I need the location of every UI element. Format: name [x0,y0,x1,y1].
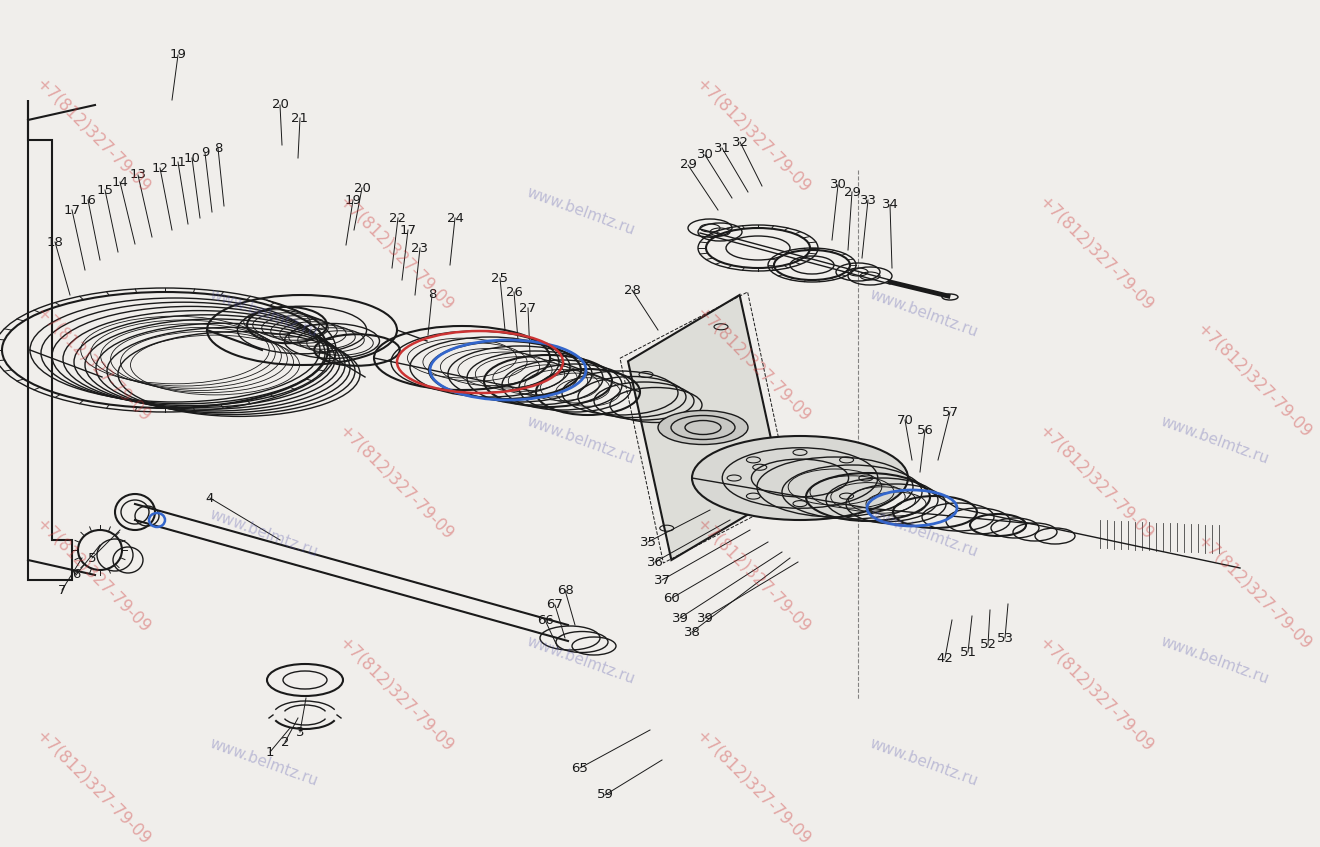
Text: 3: 3 [296,726,304,739]
Text: www.belmtz.ru: www.belmtz.ru [867,507,981,560]
Text: +7(812)327-79-09: +7(812)327-79-09 [692,515,813,637]
Text: www.belmtz.ru: www.belmtz.ru [207,507,321,560]
Text: 23: 23 [412,241,429,254]
Text: 24: 24 [446,212,463,224]
Text: 15: 15 [96,184,114,197]
Text: 38: 38 [684,625,701,639]
Text: www.belmtz.ru: www.belmtz.ru [524,414,638,467]
Text: www.belmtz.ru: www.belmtz.ru [524,634,638,687]
Text: 57: 57 [941,406,958,418]
Text: 56: 56 [916,424,933,436]
Text: 10: 10 [183,152,201,164]
Text: 13: 13 [129,169,147,181]
Text: +7(812)327-79-09: +7(812)327-79-09 [32,303,153,425]
Text: 20: 20 [272,98,289,112]
Text: 32: 32 [731,136,748,148]
Text: www.belmtz.ru: www.belmtz.ru [207,736,321,789]
Text: 7: 7 [58,584,66,596]
Text: 14: 14 [112,175,128,189]
Text: 60: 60 [664,591,680,605]
Text: www.belmtz.ru: www.belmtz.ru [207,287,321,340]
Text: 6: 6 [71,568,81,582]
Text: 25: 25 [491,272,508,285]
Text: www.belmtz.ru: www.belmtz.ru [524,185,638,238]
Text: +7(812)327-79-09: +7(812)327-79-09 [692,75,813,197]
Text: 68: 68 [557,584,573,596]
Text: 65: 65 [572,761,589,774]
Ellipse shape [692,436,908,520]
Text: +7(812)327-79-09: +7(812)327-79-09 [1035,422,1156,544]
Text: 22: 22 [389,212,407,224]
Text: 29: 29 [680,158,697,171]
Text: +7(812)327-79-09: +7(812)327-79-09 [1193,320,1315,442]
Text: 36: 36 [647,556,664,568]
Text: 17: 17 [63,203,81,217]
Text: 9: 9 [201,147,209,159]
Text: 16: 16 [79,193,96,207]
Text: 8: 8 [428,289,436,302]
Ellipse shape [657,411,748,445]
Text: 42: 42 [937,651,953,665]
Text: 27: 27 [520,302,536,314]
Text: www.belmtz.ru: www.belmtz.ru [1158,414,1271,467]
Text: 53: 53 [997,632,1014,645]
Text: 31: 31 [714,141,730,154]
Text: +7(812)327-79-09: +7(812)327-79-09 [1193,532,1315,654]
Text: 28: 28 [623,284,640,296]
Text: +7(812)327-79-09: +7(812)327-79-09 [335,422,457,544]
Text: 19: 19 [345,193,362,207]
Text: www.belmtz.ru: www.belmtz.ru [1158,634,1271,687]
Text: 20: 20 [354,181,371,195]
Text: 4: 4 [206,491,214,505]
Text: 59: 59 [597,789,614,801]
Text: 67: 67 [546,599,564,612]
Text: 11: 11 [169,156,186,169]
Text: +7(812)327-79-09: +7(812)327-79-09 [32,727,153,847]
Text: 5: 5 [87,551,96,564]
Text: +7(812)327-79-09: +7(812)327-79-09 [1035,634,1156,756]
Text: 12: 12 [152,162,169,174]
Text: +7(812)327-79-09: +7(812)327-79-09 [1035,193,1156,315]
Text: 34: 34 [882,198,899,212]
Text: 21: 21 [292,112,309,125]
Text: 2: 2 [281,735,289,749]
Text: 33: 33 [859,193,876,207]
Text: www.belmtz.ru: www.belmtz.ru [867,287,981,340]
Text: 29: 29 [843,185,861,198]
Text: +7(812)327-79-09: +7(812)327-79-09 [335,634,457,756]
Text: 19: 19 [169,48,186,62]
Text: 52: 52 [979,639,997,651]
Text: +7(812)327-79-09: +7(812)327-79-09 [692,727,813,847]
Text: 8: 8 [214,141,222,154]
Text: 17: 17 [400,224,417,236]
Text: +7(812)327-79-09: +7(812)327-79-09 [32,75,153,197]
Text: www.belmtz.ru: www.belmtz.ru [867,736,981,789]
Text: 35: 35 [639,535,656,549]
Text: +7(812)327-79-09: +7(812)327-79-09 [32,515,153,637]
Text: 70: 70 [896,413,913,427]
Text: 39: 39 [697,612,713,624]
Text: 18: 18 [46,235,63,248]
Text: 1: 1 [265,745,275,759]
Text: 30: 30 [697,148,713,162]
Text: 26: 26 [506,285,523,298]
Text: +7(812)327-79-09: +7(812)327-79-09 [692,303,813,425]
Text: 37: 37 [653,573,671,586]
Text: 51: 51 [960,645,977,658]
Text: 39: 39 [672,612,689,624]
Text: 66: 66 [537,613,553,627]
Polygon shape [628,295,783,560]
Text: +7(812)327-79-09: +7(812)327-79-09 [335,193,457,315]
Text: 30: 30 [829,179,846,191]
